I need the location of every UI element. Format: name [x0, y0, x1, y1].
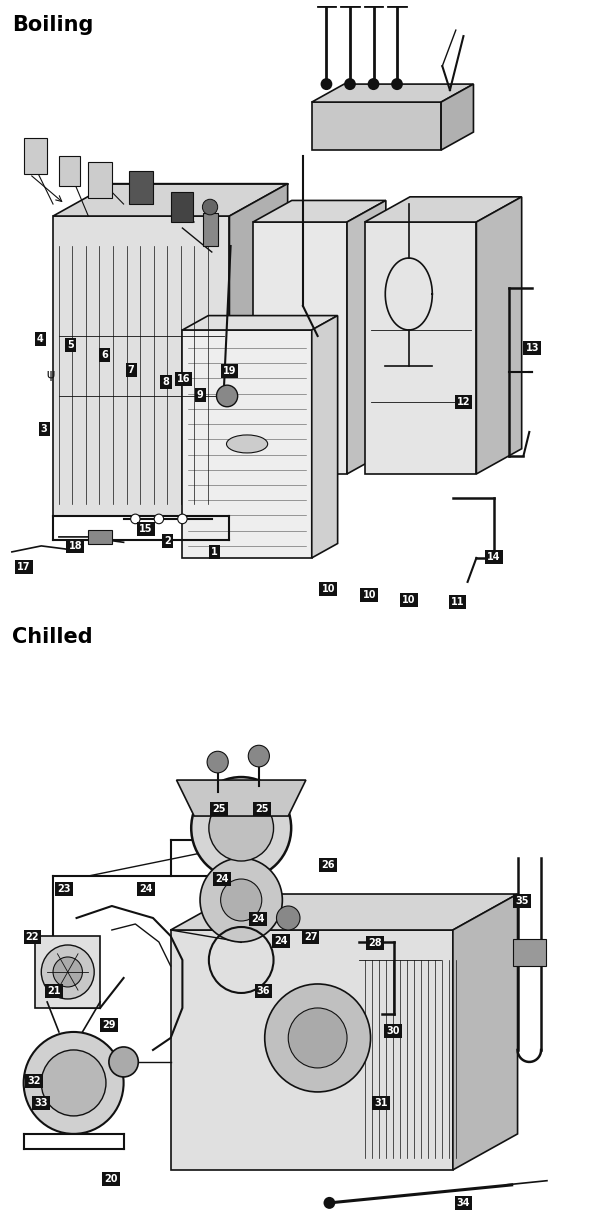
Circle shape: [277, 906, 300, 930]
Polygon shape: [365, 197, 521, 222]
Circle shape: [41, 1050, 106, 1116]
Text: 32: 32: [28, 1076, 41, 1086]
Text: Chilled: Chilled: [12, 627, 92, 647]
Circle shape: [209, 796, 274, 860]
Circle shape: [368, 78, 379, 91]
Text: 29: 29: [102, 1020, 116, 1029]
Circle shape: [41, 945, 94, 999]
Polygon shape: [312, 84, 473, 102]
Text: Boiling: Boiling: [12, 15, 93, 35]
Text: 25: 25: [212, 804, 226, 814]
Polygon shape: [170, 930, 453, 1170]
Text: 34: 34: [457, 1198, 470, 1208]
Circle shape: [191, 777, 291, 879]
Text: 24: 24: [274, 936, 288, 946]
Text: 10: 10: [322, 584, 335, 594]
Text: 5: 5: [67, 340, 74, 350]
Text: ψ: ψ: [46, 368, 54, 381]
Text: 10: 10: [362, 590, 376, 600]
Polygon shape: [182, 316, 338, 330]
Polygon shape: [229, 184, 287, 517]
Text: 13: 13: [526, 343, 539, 353]
Circle shape: [23, 1032, 124, 1133]
Text: 35: 35: [515, 896, 529, 906]
Circle shape: [154, 514, 164, 524]
Text: 10: 10: [402, 595, 416, 605]
Text: 17: 17: [17, 562, 31, 572]
Circle shape: [207, 752, 228, 772]
Circle shape: [344, 78, 356, 91]
Circle shape: [200, 858, 283, 942]
Text: 15: 15: [139, 524, 152, 534]
Circle shape: [288, 1009, 347, 1067]
Polygon shape: [365, 222, 476, 474]
FancyBboxPatch shape: [35, 936, 100, 1009]
Polygon shape: [253, 222, 347, 474]
FancyBboxPatch shape: [513, 939, 546, 966]
Circle shape: [248, 745, 269, 767]
Text: 14: 14: [487, 552, 501, 562]
FancyBboxPatch shape: [170, 192, 193, 222]
Text: 16: 16: [177, 375, 190, 384]
FancyBboxPatch shape: [23, 138, 47, 174]
Text: 24: 24: [251, 914, 265, 924]
Text: 31: 31: [374, 1098, 388, 1108]
FancyBboxPatch shape: [88, 530, 112, 543]
Text: 22: 22: [26, 933, 39, 942]
Polygon shape: [476, 197, 521, 474]
Polygon shape: [312, 316, 338, 558]
Text: 28: 28: [368, 938, 382, 949]
Text: 25: 25: [255, 804, 269, 814]
Text: 7: 7: [128, 365, 134, 376]
Circle shape: [178, 514, 187, 524]
Text: 1: 1: [211, 547, 218, 557]
FancyBboxPatch shape: [130, 171, 153, 204]
FancyBboxPatch shape: [88, 162, 112, 198]
Text: 12: 12: [457, 397, 470, 406]
Text: 8: 8: [163, 377, 169, 387]
Circle shape: [217, 386, 238, 406]
Text: 19: 19: [223, 366, 236, 376]
Text: 11: 11: [451, 597, 464, 607]
Polygon shape: [441, 84, 473, 151]
Polygon shape: [170, 894, 518, 930]
Text: 18: 18: [68, 541, 82, 551]
Text: 30: 30: [386, 1026, 400, 1036]
Text: 27: 27: [304, 933, 317, 942]
Circle shape: [320, 78, 332, 91]
Polygon shape: [453, 894, 518, 1170]
Circle shape: [221, 879, 262, 920]
FancyBboxPatch shape: [59, 155, 79, 186]
Circle shape: [109, 1047, 139, 1077]
Polygon shape: [312, 102, 441, 151]
Text: 36: 36: [257, 987, 270, 996]
Circle shape: [323, 1197, 335, 1209]
Text: 6: 6: [101, 350, 108, 360]
Text: 33: 33: [35, 1098, 48, 1108]
Text: 2: 2: [164, 536, 171, 546]
Ellipse shape: [227, 435, 268, 453]
Circle shape: [53, 957, 82, 987]
Text: 3: 3: [41, 424, 47, 435]
Text: 24: 24: [215, 874, 229, 884]
Polygon shape: [53, 184, 287, 215]
Circle shape: [131, 514, 140, 524]
Polygon shape: [347, 201, 386, 474]
Circle shape: [202, 200, 218, 215]
Text: 26: 26: [322, 860, 335, 870]
Polygon shape: [253, 201, 386, 222]
Text: 4: 4: [37, 334, 43, 344]
Polygon shape: [176, 780, 306, 816]
Text: 23: 23: [57, 884, 70, 895]
Text: 9: 9: [197, 389, 203, 400]
FancyBboxPatch shape: [203, 213, 218, 246]
Circle shape: [391, 78, 403, 91]
Text: 20: 20: [104, 1174, 118, 1184]
Polygon shape: [182, 330, 312, 558]
Text: 21: 21: [47, 987, 61, 996]
Circle shape: [265, 984, 371, 1092]
Text: 24: 24: [139, 884, 152, 895]
Polygon shape: [53, 215, 229, 517]
